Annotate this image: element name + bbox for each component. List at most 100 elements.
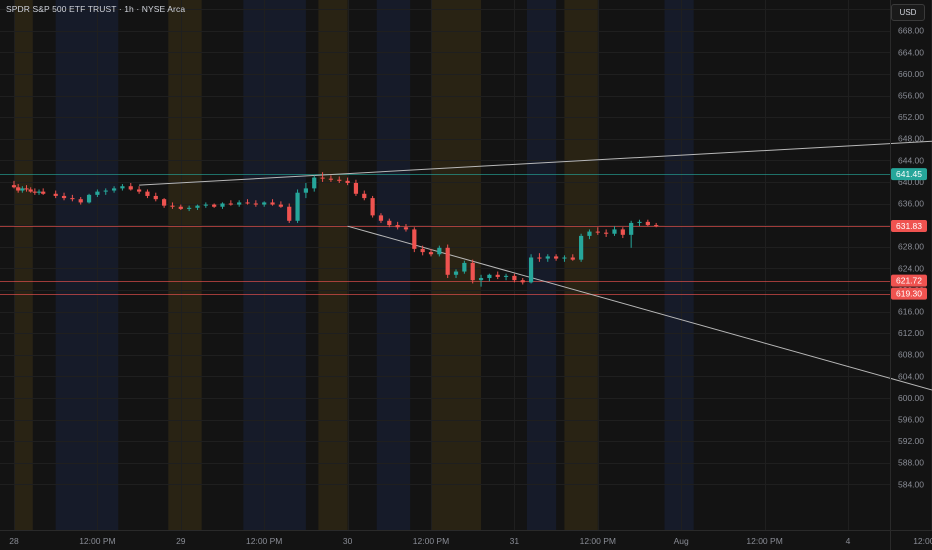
currency-button[interactable]: USD bbox=[891, 4, 925, 21]
price-tick-label: 608.00 bbox=[898, 350, 924, 360]
price-tick-label: 644.00 bbox=[898, 155, 924, 165]
candle bbox=[162, 198, 167, 208]
price-tick-label: 584.00 bbox=[898, 479, 924, 489]
session-band bbox=[168, 0, 202, 530]
price-tag-label: 641.45 bbox=[896, 169, 922, 179]
price-tick-label: 596.00 bbox=[898, 415, 924, 425]
candle bbox=[470, 259, 475, 284]
candle-body bbox=[478, 278, 484, 281]
trend-lines[interactable] bbox=[139, 140, 932, 411]
candle bbox=[28, 187, 33, 193]
price-tags: 641.45 631.83 621.72 619.30 bbox=[891, 168, 927, 300]
candle bbox=[345, 177, 350, 186]
candle bbox=[220, 202, 225, 209]
time-tick-label: 4 bbox=[846, 536, 851, 546]
candle bbox=[212, 203, 217, 208]
price-tick-label: 668.00 bbox=[898, 26, 924, 36]
price-tag: 619.30 bbox=[891, 287, 927, 300]
price-tick-label: 656.00 bbox=[898, 91, 924, 101]
candle-body bbox=[245, 202, 250, 204]
candle bbox=[287, 203, 292, 223]
candle-body bbox=[262, 202, 267, 205]
candle-body bbox=[28, 189, 33, 192]
candle bbox=[537, 253, 542, 262]
session-band bbox=[664, 0, 694, 530]
candle-body bbox=[137, 189, 142, 192]
candle bbox=[145, 189, 150, 199]
candle bbox=[445, 244, 450, 279]
candle bbox=[78, 197, 83, 205]
candle bbox=[120, 184, 125, 191]
candle-body bbox=[412, 229, 417, 249]
price-tag: 641.45 bbox=[891, 168, 927, 181]
candle-body bbox=[637, 221, 642, 223]
time-tick-label: 12:00 PM bbox=[746, 536, 782, 546]
candle-body bbox=[187, 207, 192, 209]
candle-body bbox=[428, 252, 434, 255]
price-tag-label: 619.30 bbox=[896, 289, 922, 299]
candle bbox=[312, 175, 317, 192]
session-band bbox=[243, 0, 306, 530]
candle bbox=[170, 202, 175, 209]
candle bbox=[337, 176, 342, 183]
candle-body bbox=[512, 275, 517, 281]
candle-body bbox=[420, 248, 425, 253]
candle bbox=[237, 200, 242, 207]
candle-body bbox=[612, 229, 617, 234]
price-tick-label: 624.00 bbox=[898, 263, 924, 273]
time-tick-label: 28 bbox=[9, 536, 19, 546]
candle-body bbox=[403, 227, 409, 230]
candle-body bbox=[337, 179, 342, 181]
price-tag-label: 631.83 bbox=[896, 221, 922, 231]
candle-body bbox=[445, 247, 450, 275]
candle-body bbox=[545, 256, 550, 259]
candle-body bbox=[295, 192, 300, 221]
time-tick-label: 12:00 PM bbox=[246, 536, 282, 546]
candle-body bbox=[228, 203, 233, 205]
candle bbox=[195, 204, 200, 210]
candle-body bbox=[212, 204, 217, 207]
candle bbox=[503, 273, 509, 281]
candle-body bbox=[537, 257, 542, 259]
candle bbox=[604, 229, 609, 237]
candle bbox=[111, 186, 117, 193]
price-level-lines bbox=[0, 174, 890, 295]
candle bbox=[36, 189, 42, 195]
candle-body bbox=[24, 188, 29, 190]
candle bbox=[320, 172, 325, 182]
price-tick-label: 652.00 bbox=[898, 112, 924, 122]
candle bbox=[629, 220, 634, 248]
candle bbox=[303, 182, 308, 199]
time-tick-label: 12:00 PM bbox=[580, 536, 616, 546]
candles bbox=[11, 172, 659, 287]
candle-body bbox=[495, 274, 500, 277]
candle-body bbox=[437, 247, 442, 255]
candle bbox=[11, 180, 17, 189]
candle bbox=[262, 201, 267, 207]
candle-body bbox=[487, 274, 492, 279]
candle bbox=[70, 194, 75, 202]
price-tag: 631.83 bbox=[891, 220, 927, 233]
candle-body bbox=[604, 232, 609, 234]
time-tick-label: 12:00 PM bbox=[79, 536, 115, 546]
candle-body bbox=[70, 198, 75, 200]
time-axis[interactable]: 28 12:00 PM 29 12:00 PM 30 12:00 PM 31 12:00 PM… bbox=[0, 530, 932, 547]
candle-body bbox=[645, 221, 650, 226]
price-tick-label: 628.00 bbox=[898, 242, 924, 252]
symbol-title[interactable]: SPDR S&P 500 ETF TRUST · 1h · NYSE Arca bbox=[6, 4, 186, 14]
candle-body bbox=[195, 205, 200, 208]
candle bbox=[654, 222, 659, 228]
candle-body bbox=[128, 186, 133, 190]
price-tick-label: 640.00 bbox=[898, 177, 924, 187]
candle bbox=[378, 213, 384, 223]
candle bbox=[295, 189, 300, 223]
candle bbox=[403, 224, 409, 232]
candle-body bbox=[395, 225, 400, 228]
candle bbox=[137, 186, 142, 194]
candle-body bbox=[32, 191, 37, 193]
candle-body bbox=[162, 199, 167, 206]
candle bbox=[562, 255, 567, 262]
candle bbox=[428, 248, 434, 257]
candle bbox=[370, 195, 375, 218]
